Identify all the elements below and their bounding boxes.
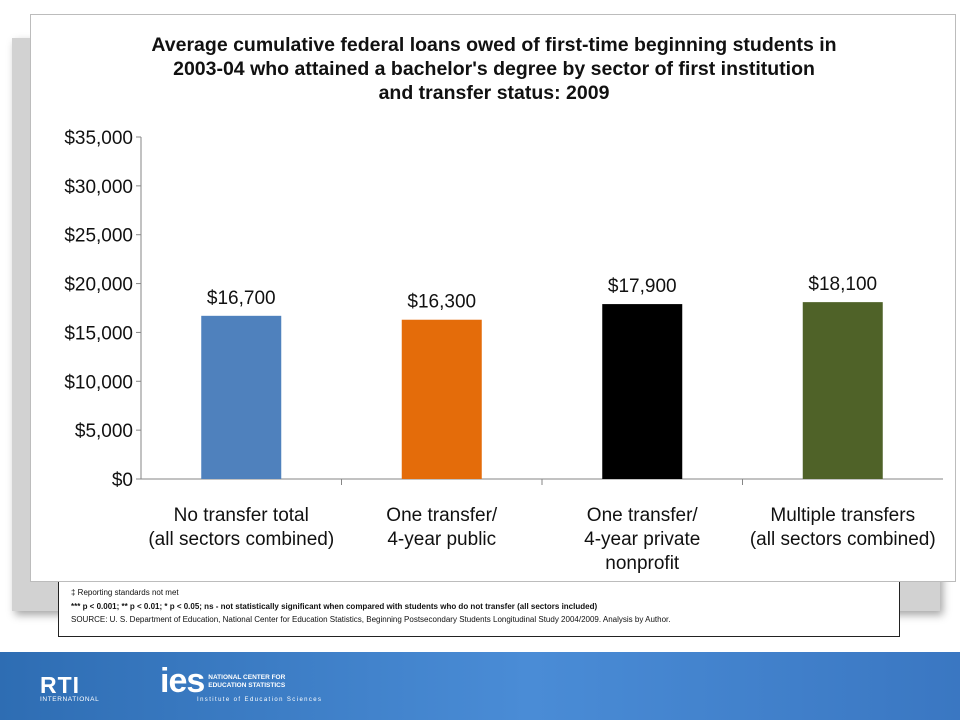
bar	[802, 302, 883, 479]
chart-title-line-2: 2003-04 who attained a bachelor's degree…	[173, 58, 815, 80]
y-tick-label: $5,000	[75, 421, 133, 442]
rti-logo-subtext: INTERNATIONAL	[40, 696, 100, 703]
chart-title-line-1: Average cumulative federal loans owed of…	[151, 34, 837, 56]
ies-logo-line-1: NATIONAL CENTER FOR	[208, 673, 286, 681]
chart-title-line-3: and transfer status: 2009	[378, 82, 610, 104]
y-tick-label: $10,000	[64, 372, 133, 393]
bar	[602, 304, 683, 479]
x-category-label: (all sectors combined)	[750, 529, 936, 550]
bar-data-label: $17,900	[608, 276, 677, 297]
chart-notes: ‡ Reporting standards not met *** p < 0.…	[58, 580, 900, 637]
bar-data-label: $16,700	[207, 288, 276, 309]
y-tick-label: $35,000	[64, 128, 133, 149]
x-category-label: Multiple transfers	[770, 505, 915, 526]
x-category-label: 4-year private	[584, 529, 700, 550]
x-category-label: No transfer total	[174, 505, 309, 526]
bar	[201, 315, 282, 479]
rti-logo-text: RTI	[40, 672, 81, 698]
note-significance: *** p < 0.001; ** p < 0.01; * p < 0.05; …	[71, 602, 598, 611]
y-tick-label: $25,000	[64, 226, 133, 247]
footer-band	[0, 652, 960, 720]
ies-logo-subtext: Institute of Education Sciences	[197, 697, 323, 703]
y-tick-label: $0	[112, 470, 133, 491]
bar	[401, 319, 482, 479]
rti-logo: RTI INTERNATIONAL	[40, 672, 99, 703]
bar-chart: $0 $5,000 $10,000 $15,000 $20,000 $25,000 $30,…	[64, 128, 943, 574]
ies-logo-text: ies	[160, 662, 205, 700]
chart-panel: Average cumulative federal loans owed of…	[30, 14, 956, 582]
ies-logo-line-2: EDUCATION STATISTICS	[208, 681, 286, 689]
chart-title: Average cumulative federal loans owed of…	[31, 33, 957, 105]
y-tick-label: $20,000	[64, 275, 133, 296]
x-category-label: nonprofit	[605, 553, 680, 574]
y-tick-label: $30,000	[64, 177, 133, 198]
y-tick-label: $15,000	[64, 323, 133, 344]
x-category-label: One transfer/	[587, 505, 699, 526]
note-reporting-standards: ‡ Reporting standards not met	[71, 588, 179, 597]
note-source: SOURCE: U. S. Department of Education, N…	[71, 615, 671, 624]
bar-data-label: $16,300	[407, 292, 476, 313]
x-category-label: 4-year public	[387, 529, 496, 550]
x-category-label: One transfer/	[386, 505, 498, 526]
bar-data-label: $18,100	[808, 274, 877, 295]
ies-logo: ies NATIONAL CENTER FOR EDUCATION STATIS…	[160, 662, 285, 701]
x-category-label: (all sectors combined)	[148, 529, 334, 550]
